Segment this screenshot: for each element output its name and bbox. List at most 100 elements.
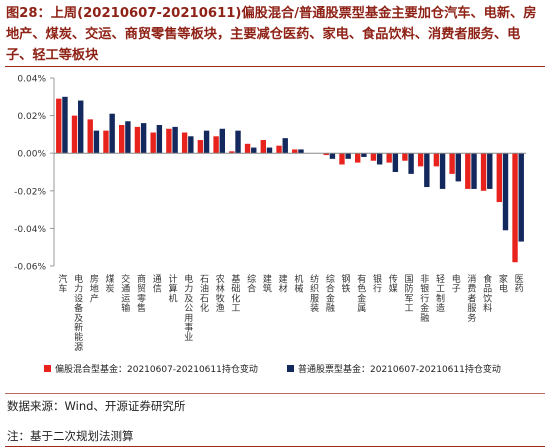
bar-stock-fund <box>156 125 163 154</box>
bar-hybrid-fund <box>370 153 377 161</box>
bar-hybrid-fund <box>119 125 125 154</box>
bar-hybrid-fund <box>339 153 345 165</box>
x-category-label: 纺织服装 <box>310 273 319 314</box>
bar-stock-fund <box>471 153 477 189</box>
bar-stock-fund <box>361 153 367 157</box>
bar-hybrid-fund <box>386 153 392 163</box>
y-tick-label: 0.04% <box>17 75 46 85</box>
y-tick-label: -0.04% <box>14 225 46 235</box>
bar-stock-fund <box>439 153 446 189</box>
x-category-label: 非银行金融 <box>420 273 429 324</box>
x-category-label: 电力及公用事业 <box>184 273 193 343</box>
x-category-label: 建筑 <box>263 273 272 295</box>
x-category-label: 计算机 <box>168 273 177 304</box>
bottom-divider <box>5 446 545 447</box>
bar-stock-fund <box>298 149 304 154</box>
bar-hybrid-fund <box>292 149 298 154</box>
bar-hybrid-fund <box>449 153 455 174</box>
bar-hybrid-fund <box>103 130 109 154</box>
y-tick-label: -0.02% <box>14 187 46 197</box>
bar-stock-fund <box>518 153 524 242</box>
x-category-label: 传媒 <box>389 273 398 295</box>
bar-hybrid-fund <box>323 153 329 156</box>
bar-chart: 0.04% 0.02% 0.00% -0.02% -0.04% -0.06% 汽车电力设备及… <box>14 75 526 375</box>
bar-hybrid-fund <box>433 153 440 167</box>
x-category-label: 银行 <box>373 273 382 295</box>
x-category-label: 医药 <box>515 274 524 295</box>
bar-stock-fund <box>219 128 225 154</box>
legend-label-stock-fund: 普通股票型基金：20210607-20210611持仓变动 <box>298 363 501 375</box>
bar-stock-fund <box>203 130 210 154</box>
bar-stock-fund <box>78 100 84 154</box>
bar-hybrid-fund <box>197 140 204 154</box>
bar-hybrid-fund <box>244 143 251 154</box>
bar-stock-fund <box>172 126 178 154</box>
figure-note: 注：基于二次规划法测算 <box>7 429 134 443</box>
x-category-label: 基础化工 <box>231 273 240 314</box>
bar-hybrid-fund <box>134 126 141 154</box>
bar-stock-fund <box>345 153 351 159</box>
x-category-label: 家电 <box>499 273 508 295</box>
bar-hybrid-fund <box>496 153 502 203</box>
bar-stock-fund <box>62 96 68 154</box>
bar-stock-fund <box>502 153 509 231</box>
figure-title: 图28：上周(20210607-20210611)偏股混合/普通股票型基金主要加… <box>6 6 537 63</box>
bar-stock-fund <box>487 153 493 189</box>
bar-stock-fund <box>188 136 194 154</box>
x-category-label: 煤炭 <box>106 273 115 295</box>
bar-hybrid-fund <box>417 153 424 167</box>
bar-stock-fund <box>235 130 241 154</box>
legend-label-hybrid-fund: 偏股混合型基金：20210607-20210611持仓变动 <box>55 363 258 375</box>
x-category-label: 机械 <box>294 273 303 295</box>
x-category-label: 汽车 <box>58 273 67 295</box>
bar-stock-fund <box>424 153 430 188</box>
x-category-label: 电子 <box>452 273 461 295</box>
bar-hybrid-fund <box>87 119 93 154</box>
x-category-label: 交通运输 <box>121 273 130 314</box>
bar-stock-fund <box>376 153 383 165</box>
title-divider <box>5 66 545 67</box>
bar-hybrid-fund <box>355 153 361 163</box>
bar-hybrid-fund <box>260 140 266 154</box>
bar-hybrid-fund <box>512 153 518 263</box>
x-category-label: 轻工制造 <box>436 273 445 314</box>
y-tick-label: -0.06% <box>14 263 46 273</box>
legend-swatch-stock-fund <box>287 365 294 372</box>
bar-stock-fund <box>329 153 336 159</box>
x-category-label: 通信 <box>153 274 162 295</box>
x-category-label: 国防军工 <box>404 274 413 314</box>
x-category-label: 有色金属 <box>357 273 366 314</box>
y-tick-label: 0.02% <box>17 112 46 122</box>
bar-hybrid-fund <box>181 132 188 154</box>
x-category-label: 钢铁 <box>342 273 351 295</box>
bar-stock-fund <box>109 113 115 154</box>
x-category-label: 农林牧渔 <box>216 273 225 314</box>
bar-stock-fund <box>392 153 399 172</box>
y-tick-label: 0.00% <box>17 150 46 160</box>
x-category-label: 石油石化 <box>200 275 209 314</box>
bar-stock-fund <box>282 138 288 154</box>
bar-hybrid-fund <box>150 132 156 154</box>
x-category-label: 综合 <box>247 273 256 295</box>
x-category-label: 消费者服务 <box>467 273 476 324</box>
x-category-label: 房地产 <box>90 273 99 304</box>
bar-stock-fund <box>266 147 273 154</box>
bar-hybrid-fund <box>480 153 487 191</box>
bar-hybrid-fund <box>71 115 78 154</box>
x-category-label: 食品饮料 <box>483 273 492 314</box>
x-category-label: 商贸零售 <box>137 273 146 314</box>
bar-hybrid-fund <box>402 153 408 161</box>
bar-hybrid-fund <box>166 128 172 154</box>
bar-stock-fund <box>455 153 461 182</box>
bar-hybrid-fund <box>276 145 282 154</box>
bar-hybrid-fund <box>56 98 62 154</box>
x-category-label: 建材 <box>279 273 288 295</box>
bar-hybrid-fund <box>213 136 219 154</box>
legend-swatch-hybrid-fund <box>44 365 51 372</box>
bar-hybrid-fund <box>465 153 471 189</box>
bar-stock-fund <box>93 130 100 154</box>
bar-stock-fund <box>251 147 257 154</box>
x-category-label: 综合金融 <box>326 273 335 314</box>
bar-stock-fund <box>125 121 131 154</box>
bar-hybrid-fund <box>229 151 235 154</box>
